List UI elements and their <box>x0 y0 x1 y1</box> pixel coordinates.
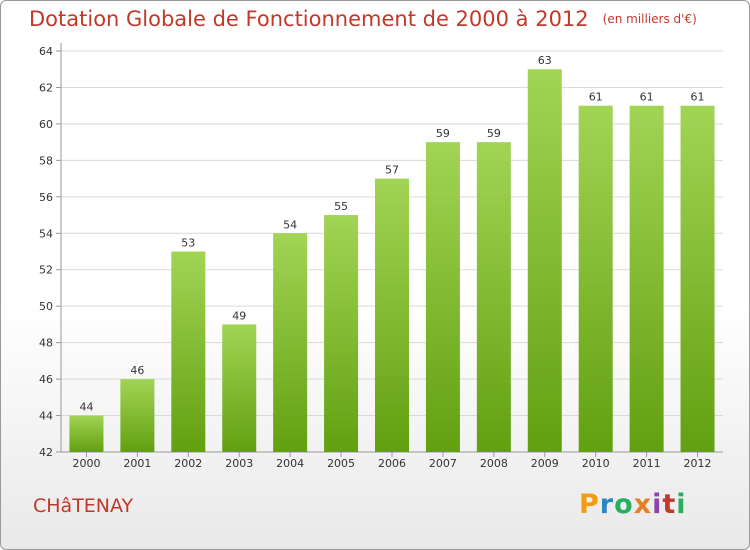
bar-value-label: 46 <box>130 364 144 377</box>
logo-letter: o <box>614 489 634 520</box>
bar <box>578 105 613 452</box>
x-tick-label: 2003 <box>225 457 253 470</box>
town-name: CHâTENAY <box>33 495 134 517</box>
bar <box>171 251 206 452</box>
x-tick-label: 2011 <box>633 457 661 470</box>
bar-value-label: 57 <box>385 164 399 177</box>
bar <box>120 379 155 452</box>
y-tick-label: 46 <box>39 373 53 386</box>
x-tick-label: 2006 <box>378 457 406 470</box>
bar <box>629 105 664 452</box>
x-tick-label: 2005 <box>327 457 355 470</box>
y-tick-label: 62 <box>39 81 53 94</box>
bar <box>273 233 308 452</box>
y-tick-label: 52 <box>39 264 53 277</box>
bar-value-label: 61 <box>691 91 705 104</box>
x-tick-label: 2012 <box>684 457 712 470</box>
bar <box>476 142 511 453</box>
bar-value-label: 55 <box>334 200 348 213</box>
proxiti-logo: Proxiti <box>579 489 687 520</box>
bar <box>425 142 460 453</box>
bar <box>527 69 562 453</box>
bar-value-label: 53 <box>181 237 195 250</box>
y-tick-label: 58 <box>39 154 53 167</box>
bar-value-label: 63 <box>538 54 552 67</box>
x-tick-label: 2002 <box>174 457 202 470</box>
y-tick-label: 54 <box>39 227 53 240</box>
logo-letter: i <box>652 489 663 520</box>
bar-value-label: 61 <box>589 91 603 104</box>
y-tick-label: 64 <box>39 45 53 58</box>
x-tick-label: 2001 <box>123 457 151 470</box>
bar-value-label: 59 <box>487 127 501 140</box>
bar-value-label: 59 <box>436 127 450 140</box>
y-tick-label: 60 <box>39 118 53 131</box>
logo-letter: r <box>599 489 615 520</box>
x-tick-label: 2004 <box>276 457 304 470</box>
bar <box>375 178 409 452</box>
x-tick-label: 2008 <box>480 457 508 470</box>
bar-value-label: 61 <box>640 91 654 104</box>
bar-value-label: 44 <box>79 401 93 414</box>
bar <box>69 415 104 452</box>
x-tick-label: 2000 <box>72 457 100 470</box>
bar <box>680 105 715 452</box>
y-tick-label: 42 <box>39 446 53 459</box>
logo-letter: i <box>676 489 687 520</box>
logo-letter: t <box>662 489 677 520</box>
y-tick-label: 44 <box>39 410 53 423</box>
x-tick-label: 2009 <box>531 457 559 470</box>
y-tick-label: 56 <box>39 191 53 204</box>
x-tick-label: 2007 <box>429 457 457 470</box>
bar-value-label: 49 <box>232 309 246 322</box>
bar-value-label: 54 <box>283 218 297 231</box>
chart-unit: (en milliers d'€) <box>602 12 697 26</box>
y-tick-label: 50 <box>39 300 53 313</box>
chart-title: Dotation Globale de Fonctionnement de 20… <box>29 7 697 31</box>
chart-title-text: Dotation Globale de Fonctionnement de 20… <box>29 7 589 31</box>
logo-letter: P <box>579 489 600 520</box>
logo-letter: x <box>633 489 653 520</box>
bar <box>324 215 359 452</box>
bar <box>222 324 257 452</box>
y-tick-label: 48 <box>39 337 53 350</box>
x-tick-label: 2010 <box>582 457 610 470</box>
